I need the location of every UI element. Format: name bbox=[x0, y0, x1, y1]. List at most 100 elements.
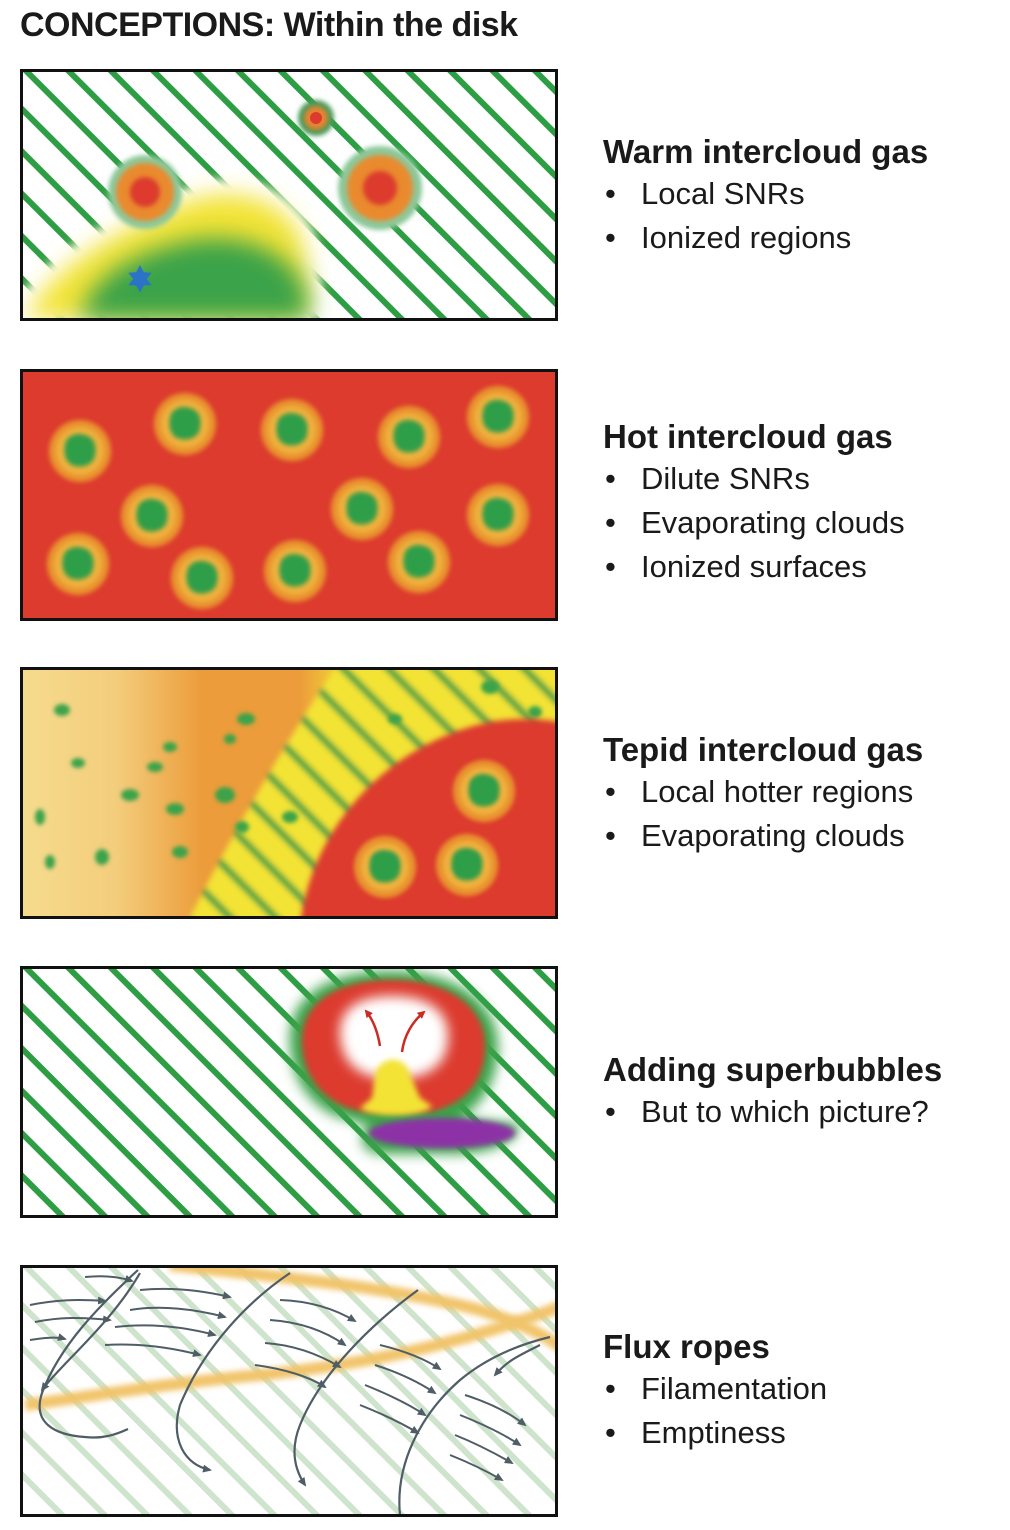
cloudlet bbox=[215, 787, 235, 803]
snr-bubble bbox=[298, 100, 334, 136]
evaporating-cloud bbox=[467, 386, 529, 448]
flow-arrow bbox=[379, 1344, 442, 1371]
superbubble-illustration bbox=[20, 966, 558, 1218]
evaporating-cloud bbox=[264, 540, 326, 602]
flow-arrow bbox=[129, 1306, 227, 1320]
panel-flux-ropes bbox=[20, 1265, 558, 1517]
evaporating-cloud bbox=[49, 420, 111, 482]
panel-heading: Flux ropes bbox=[603, 1328, 770, 1365]
evaporating-cloud bbox=[388, 531, 450, 593]
bullet-item: Evaporating clouds bbox=[603, 814, 923, 858]
flow-arrow bbox=[359, 1404, 420, 1435]
flow-arrow bbox=[139, 1287, 232, 1300]
bullet-item: Filamentation bbox=[603, 1367, 827, 1411]
cloudlet bbox=[163, 742, 177, 752]
panel-warm-intercloud-gas bbox=[20, 69, 558, 321]
bullet-list: But to which picture? bbox=[603, 1090, 942, 1134]
evaporating-cloud bbox=[467, 484, 529, 546]
figure-title: CONCEPTIONS: Within the disk bbox=[20, 6, 518, 44]
caption-hot-intercloud-gas: Hot intercloud gas Dilute SNRs Evaporati… bbox=[603, 417, 905, 589]
cloudlet bbox=[282, 811, 298, 823]
cloudlet bbox=[95, 849, 109, 865]
flow-arrow bbox=[459, 1414, 522, 1447]
bullet-list: Local SNRs Ionized regions bbox=[603, 172, 928, 260]
warm-gas-illustration bbox=[20, 69, 558, 321]
hot-region bbox=[301, 719, 555, 916]
bullet-item: Ionized surfaces bbox=[603, 545, 905, 589]
panel-tepid-intercloud-gas bbox=[20, 667, 558, 919]
bullet-list: Filamentation Emptiness bbox=[603, 1367, 827, 1455]
field-loop-arrow bbox=[40, 1272, 141, 1392]
panel-hot-intercloud-gas bbox=[20, 369, 558, 621]
flow-arrow bbox=[114, 1324, 217, 1338]
evaporating-cloud bbox=[436, 834, 498, 896]
caption-flux-ropes: Flux ropes Filamentation Emptiness bbox=[603, 1327, 827, 1455]
bullet-item: But to which picture? bbox=[603, 1090, 942, 1134]
field-loop-arrow bbox=[293, 1289, 419, 1487]
flow-arrow bbox=[454, 1434, 514, 1464]
flow-arrow bbox=[34, 1315, 112, 1324]
field-loop-arrow bbox=[493, 1344, 541, 1377]
bullet-item: Ionized regions bbox=[603, 216, 928, 260]
evaporating-cloud bbox=[261, 399, 323, 461]
cloudlet bbox=[388, 714, 402, 724]
tepid-gas-illustration bbox=[20, 667, 558, 919]
evaporating-cloud bbox=[453, 760, 515, 822]
evaporating-cloud bbox=[47, 533, 109, 595]
filament-band bbox=[24, 1302, 555, 1411]
cloudlets bbox=[35, 680, 542, 869]
evaporating-cloud bbox=[154, 393, 216, 455]
cloudlet bbox=[235, 821, 249, 833]
panel-adding-superbubbles bbox=[20, 966, 558, 1218]
panel-heading: Hot intercloud gas bbox=[603, 418, 893, 455]
flow-arrow bbox=[29, 1296, 107, 1306]
cloudlet bbox=[481, 680, 499, 694]
cloudlet bbox=[54, 704, 70, 716]
snr-bubble bbox=[108, 155, 182, 229]
caption-adding-superbubbles: Adding superbubbles But to which picture… bbox=[603, 1050, 942, 1134]
flow-arrow bbox=[279, 1299, 357, 1323]
bullet-list: Local hotter regions Evaporating clouds bbox=[603, 770, 923, 858]
filament-band bbox=[169, 1268, 555, 1351]
bullet-list: Dilute SNRs Evaporating clouds Ionized s… bbox=[603, 457, 905, 589]
cloudlet bbox=[172, 846, 188, 858]
field-loop-arrow bbox=[175, 1272, 291, 1473]
field-loop bbox=[38, 1269, 139, 1439]
cloudlet bbox=[528, 706, 542, 718]
bullet-item: Dilute SNRs bbox=[603, 457, 905, 501]
superbubble bbox=[289, 971, 520, 1155]
evaporating-cloud bbox=[121, 485, 183, 547]
caption-warm-intercloud-gas: Warm intercloud gas Local SNRs Ionized r… bbox=[603, 132, 928, 260]
cloudlet bbox=[121, 789, 139, 801]
caption-tepid-intercloud-gas: Tepid intercloud gas Local hotter region… bbox=[603, 730, 923, 858]
evaporating-cloud bbox=[171, 547, 233, 609]
cloudlet bbox=[166, 803, 184, 815]
star-icon bbox=[128, 265, 152, 293]
flow-arrow bbox=[269, 1319, 347, 1347]
flux-ropes-illustration bbox=[20, 1265, 558, 1517]
molecular-cloud bbox=[369, 1118, 515, 1148]
flow-arrow bbox=[84, 1274, 134, 1283]
evaporating-cloud bbox=[378, 406, 440, 468]
flow-arrow bbox=[364, 1384, 427, 1417]
flow-arrow bbox=[374, 1364, 437, 1395]
panel-heading: Adding superbubbles bbox=[603, 1051, 943, 1088]
cloudlet bbox=[224, 734, 236, 744]
bullet-item: Emptiness bbox=[603, 1411, 827, 1455]
cloudlet bbox=[71, 758, 85, 768]
panel-heading: Tepid intercloud gas bbox=[603, 731, 924, 768]
bullet-item: Local SNRs bbox=[603, 172, 928, 216]
outflow-arrow bbox=[364, 1009, 382, 1047]
flow-arrow bbox=[264, 1342, 342, 1369]
cloudlet bbox=[147, 762, 163, 772]
evaporating-cloud bbox=[331, 478, 393, 540]
flow-arrows bbox=[29, 1274, 527, 1482]
flow-arrow bbox=[464, 1394, 527, 1427]
panel-heading: Warm intercloud gas bbox=[603, 133, 929, 170]
flow-arrow bbox=[29, 1333, 67, 1341]
cloudlet bbox=[35, 809, 45, 825]
field-loop bbox=[398, 1335, 551, 1514]
cloudlet bbox=[45, 855, 55, 869]
flow-arrow bbox=[104, 1343, 202, 1358]
bullet-item: Local hotter regions bbox=[603, 770, 923, 814]
